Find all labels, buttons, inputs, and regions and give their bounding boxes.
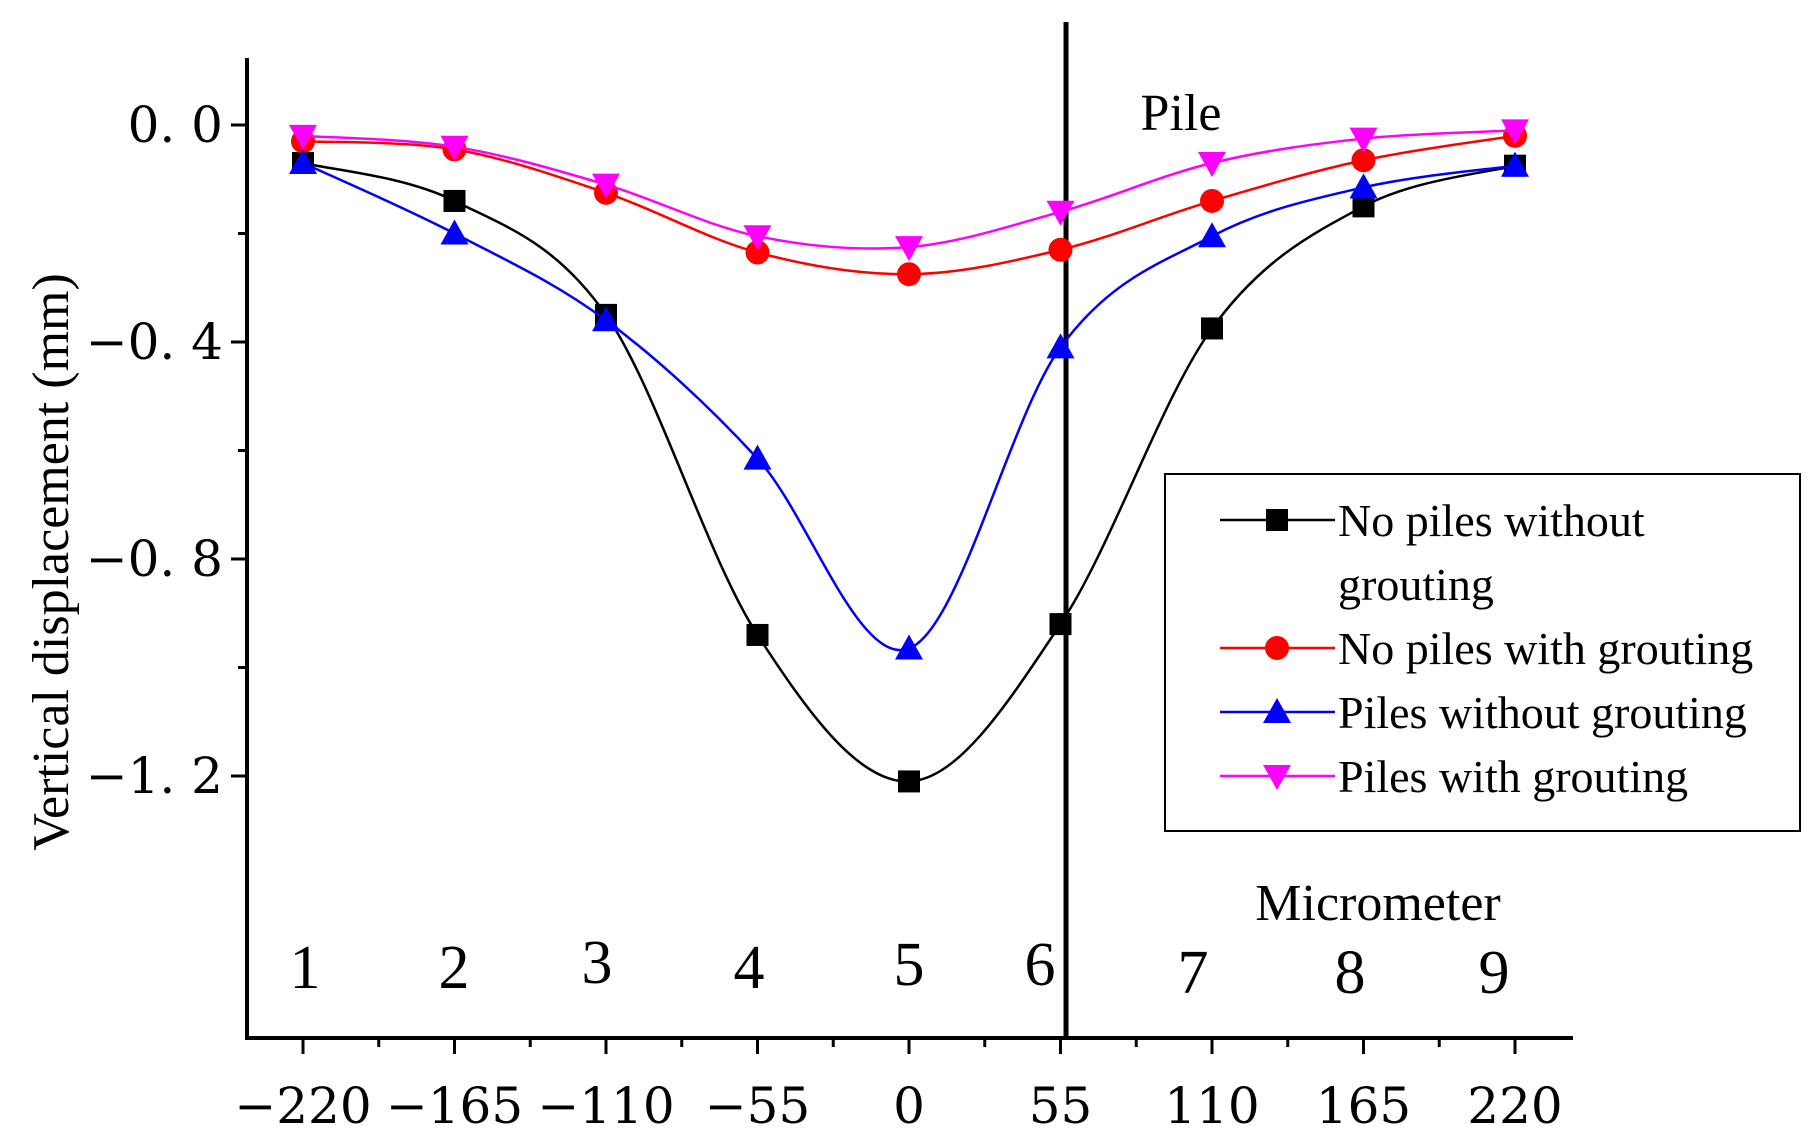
data-point [746, 623, 769, 646]
y-tick-label: −1. 2 [86, 747, 223, 805]
series-4 [289, 119, 1529, 262]
data-point [1200, 188, 1224, 213]
micrometer-number: 8 [1335, 939, 1366, 1007]
pile-annotation: Pile [1141, 85, 1222, 142]
micrometer-annotation: Micrometer [1255, 875, 1500, 932]
y-tick-label: 0. 0 [128, 96, 223, 154]
legend-marker [1266, 509, 1288, 531]
micrometer-number: 1 [290, 934, 321, 1002]
x-tick-label: −110 [537, 1077, 674, 1130]
data-point [1352, 195, 1375, 218]
data-point [1201, 317, 1223, 340]
data-point [1198, 151, 1226, 177]
data-point [897, 262, 921, 287]
data-point [1198, 222, 1226, 248]
legend-item: No piles with grouting [1220, 623, 1753, 674]
data-point [1046, 333, 1075, 359]
x-tick-label: 220 [1467, 1077, 1562, 1130]
data-point [592, 173, 620, 199]
y-tick-label: −0. 8 [86, 530, 223, 588]
series-layer [289, 119, 1529, 793]
data-point [745, 240, 770, 265]
x-tick-label: −220 [234, 1077, 371, 1130]
legend-item: No piles without grouting [1220, 495, 1645, 610]
x-tick-label: −55 [705, 1077, 811, 1130]
data-point [895, 634, 923, 660]
x-tick-label: 55 [1029, 1077, 1093, 1130]
micrometer-number: 7 [1178, 939, 1209, 1007]
series-line [302, 129, 1516, 250]
legend-marker [1263, 698, 1291, 723]
x-tick-label: −165 [386, 1077, 523, 1130]
data-point [1501, 119, 1529, 145]
micrometer-numbers: 1 2 3 4 5 6 7 8 9 [290, 929, 1510, 1007]
micrometer-number: 5 [894, 931, 925, 999]
data-point [743, 444, 772, 470]
micrometer-number: 3 [582, 929, 613, 997]
data-point [443, 189, 466, 212]
data-point [1049, 613, 1072, 636]
legend-label: Piles with grouting [1338, 751, 1688, 802]
data-point [1349, 127, 1378, 153]
legend-label: Piles without grouting [1338, 687, 1747, 738]
y-axis-title: Vertical displacement (mm) [23, 273, 80, 851]
micrometer-number: 4 [734, 934, 765, 1002]
legend-item: Piles without grouting [1220, 687, 1747, 738]
data-point [1349, 173, 1378, 199]
micrometer-number: 6 [1025, 931, 1056, 999]
series-3 [289, 148, 1529, 660]
data-point [289, 148, 317, 174]
micrometer-number: 2 [439, 934, 470, 1002]
x-tick-label: 110 [1164, 1077, 1259, 1130]
data-point [898, 770, 920, 793]
data-point [289, 124, 317, 150]
legend-label: grouting [1338, 559, 1494, 610]
y-tick-label: −0. 4 [86, 313, 223, 371]
data-point [895, 236, 923, 262]
data-point [1351, 148, 1376, 173]
data-point [1048, 237, 1073, 262]
legend-items: No piles without grouting No piles with gr… [1220, 495, 1753, 802]
legend: No piles without grouting No piles with gr… [1164, 473, 1801, 832]
x-tick-label: 0 [893, 1077, 925, 1130]
legend-label: No piles with grouting [1338, 623, 1753, 674]
data-point [1046, 200, 1075, 226]
x-tick-label: 165 [1316, 1077, 1411, 1130]
series-2 [291, 123, 1527, 287]
data-point [1501, 151, 1529, 177]
data-point [440, 219, 469, 245]
data-point [440, 135, 469, 161]
ticks [231, 123, 1517, 1054]
data-point [743, 225, 772, 251]
micrometer-number: 9 [1479, 939, 1510, 1007]
legend-item: Piles with grouting [1220, 751, 1688, 802]
legend-marker [1265, 636, 1289, 660]
legend-label: No piles without [1338, 495, 1645, 546]
legend-marker [1263, 765, 1291, 790]
data-point [592, 306, 620, 332]
